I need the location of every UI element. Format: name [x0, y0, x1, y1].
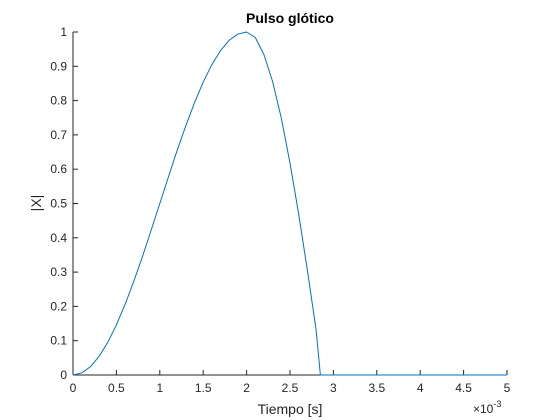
x-exponent-power: -3	[493, 399, 501, 409]
x-tick-label: 4.5	[455, 381, 472, 395]
chart-title: Pulso glótico	[246, 10, 334, 26]
y-tick-label: 0.2	[50, 299, 67, 313]
x-tick-label: 0	[70, 381, 77, 395]
y-tick-label: 0.8	[50, 94, 67, 108]
x-tick-label: 1	[156, 381, 163, 395]
y-tick-label: 0.4	[50, 231, 67, 245]
axes: 0 0.5 1 1.5 2 2.5 3 3.5 4 4.5 5 0 0.1 0.2 0.3 0.4 0.5 0.6…	[50, 25, 510, 395]
x-axis-label: Tiempo [s]	[258, 401, 323, 417]
y-tick-label: 0.9	[50, 59, 67, 73]
x-tick-label: 4	[417, 381, 424, 395]
x-exponent-label: ×10-3	[473, 399, 501, 416]
x-tick-label: 2	[243, 381, 250, 395]
x-tick-label: 3.5	[368, 381, 385, 395]
series-line	[72, 31, 507, 376]
y-tick-label: 0	[60, 368, 67, 382]
plot-area	[72, 31, 507, 376]
x-exponent-base: ×10	[473, 402, 494, 416]
y-tick-label: 0.3	[50, 265, 67, 279]
x-tick-label: 3	[330, 381, 337, 395]
y-tick-label: 0.6	[50, 162, 67, 176]
y-tick-label: 0.5	[50, 197, 67, 211]
x-tick-label: 2.5	[282, 381, 299, 395]
y-tick-label: 0.7	[50, 128, 67, 142]
y-tick-label: 0.1	[50, 334, 67, 348]
y-tick-label: 1	[60, 25, 67, 39]
y-axis-label: |X|	[28, 195, 44, 212]
x-tick-label: 5	[504, 381, 511, 395]
x-tick-label: 0.5	[108, 381, 125, 395]
x-tick-label: 1.5	[195, 381, 212, 395]
